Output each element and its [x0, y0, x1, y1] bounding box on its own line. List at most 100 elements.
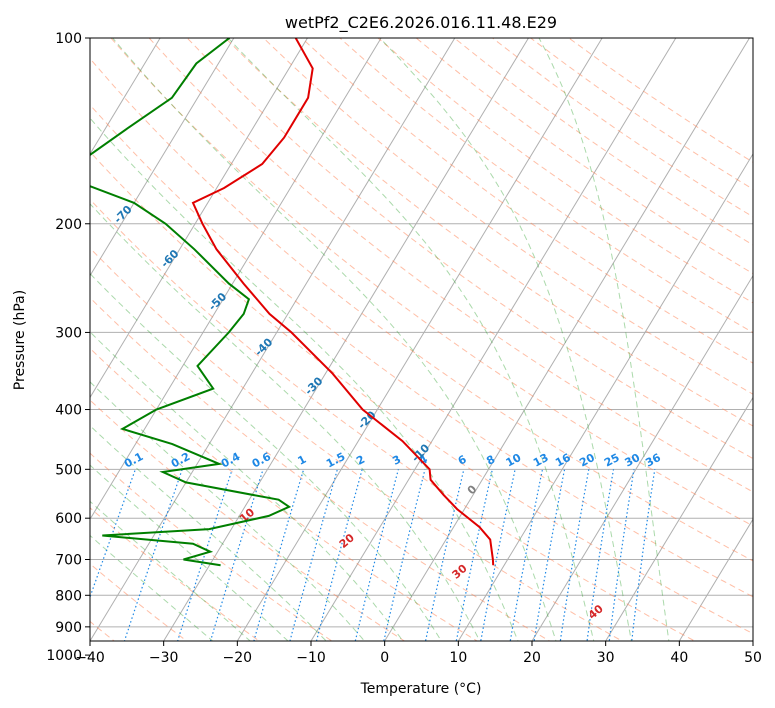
- chart-title: wetPf2_C2E6.2026.016.11.48.E29: [285, 13, 557, 33]
- mixing-ratio-line: [253, 469, 305, 641]
- dry-adiabat: [530, 38, 753, 190]
- red-line-label: 20: [337, 531, 357, 551]
- isotherm-label: -30: [302, 374, 325, 397]
- mixing-ratio-label: 6: [456, 453, 469, 468]
- isotherm-line: [531, 274, 753, 641]
- mixing-ratio-label: 2: [354, 453, 367, 468]
- moist-adiabat: [90, 203, 481, 641]
- mixing-ratio-label: 16: [553, 451, 573, 470]
- mixing-ratio-label: 3: [390, 453, 403, 468]
- mixing-ratio-label: 0.6: [250, 450, 274, 471]
- mixing-ratio-line: [455, 469, 493, 641]
- x-tick-label: −10: [296, 650, 326, 666]
- mixing-ratio-label: 20: [577, 451, 597, 470]
- mixing-ratio-line: [90, 469, 136, 599]
- mixing-ratio-label: 0.1: [122, 450, 145, 471]
- dry-adiabat: [90, 399, 406, 641]
- mixing-ratio-line: [509, 469, 544, 641]
- isotherm-line: [90, 38, 161, 155]
- temperature-line: [191, 38, 495, 566]
- dewpoint-line: [90, 38, 292, 567]
- mixing-ratio-line: [424, 469, 465, 641]
- mixing-ratio-line: [123, 469, 183, 641]
- red-line-label: 40: [586, 602, 606, 622]
- dry-adiabat: [263, 38, 753, 395]
- mixing-ratio-lines: [90, 469, 656, 641]
- isotherm-line: [90, 38, 235, 277]
- mixing-ratio-label: 1.5: [324, 450, 347, 471]
- y-tick-label: 800: [55, 588, 82, 604]
- mixing-ratio-label: 30: [623, 451, 643, 470]
- y-tick-label: 900: [55, 620, 82, 636]
- isotherm-line: [752, 640, 753, 641]
- moist-adiabat: [90, 464, 289, 641]
- dry-adiabat: [339, 38, 753, 334]
- dry-adiabat: [90, 296, 551, 641]
- moist-adiabats: [90, 38, 670, 641]
- moist-adiabat: [90, 272, 442, 641]
- moist-adiabat: [227, 38, 595, 641]
- isotherm-line: [310, 38, 677, 641]
- mixing-ratio-label: 1: [296, 453, 309, 468]
- x-tick-label: 50: [744, 650, 762, 666]
- mixing-ratio-label: 10: [504, 451, 524, 470]
- y-tick-label: 600: [55, 511, 82, 527]
- isotherm-line: [90, 38, 382, 521]
- mixing-ratio-line: [533, 469, 566, 641]
- x-tick-label: 20: [523, 650, 541, 666]
- dry-adiabat: [492, 38, 753, 218]
- red-line-label: 30: [450, 562, 470, 582]
- mixing-ratio-line: [315, 469, 363, 641]
- dry-adiabat: [90, 57, 753, 562]
- plot-frame: [89, 37, 754, 642]
- moist-adiabat: [90, 425, 327, 641]
- dry-adiabat: [377, 38, 753, 304]
- isotherm-line: [90, 38, 308, 399]
- isotherm-line: [457, 152, 753, 641]
- dry-adiabat: [568, 38, 753, 163]
- y-axis-label: Pressure (hPa): [12, 290, 28, 390]
- dry-adiabat: [90, 347, 478, 641]
- mixing-ratio-line: [209, 469, 264, 641]
- moist-adiabat: [90, 117, 519, 641]
- dry-adiabat: [90, 104, 753, 598]
- mixing-ratio-line: [177, 469, 233, 641]
- mixing-ratio-label: 36: [643, 451, 663, 470]
- dry-adiabat: [90, 563, 188, 641]
- isotherm-label: -40: [252, 335, 275, 358]
- dry-adiabat: [90, 198, 696, 641]
- moist-adiabat: [379, 38, 632, 641]
- isotherm-line: [236, 38, 603, 641]
- x-axis: −40 −30 −20 −10 0 10 20 30 40 50: [75, 641, 762, 666]
- dry-adiabat: [148, 38, 753, 493]
- isotherm-line: [0, 38, 13, 668]
- isotherm-line: [678, 518, 753, 641]
- dry-adiabat: [186, 38, 753, 460]
- moist-adiabat: [90, 534, 214, 641]
- isotherm-label: -60: [158, 247, 181, 270]
- x-axis-label: Temperature (°C): [360, 681, 482, 697]
- x-tick-label: 10: [449, 650, 467, 666]
- y-tick-label: 100: [55, 31, 82, 47]
- dry-adiabat: [301, 38, 753, 364]
- mixing-ratio-line: [480, 469, 516, 641]
- dry-adiabat: [90, 150, 753, 635]
- dry-adiabat: [90, 452, 333, 641]
- moist-adiabat: [538, 38, 670, 641]
- y-tick-label: 700: [55, 553, 82, 569]
- x-tick-label: −40: [75, 650, 105, 666]
- mixing-ratio-label: 25: [602, 451, 622, 470]
- moist-adiabat: [90, 331, 404, 641]
- isotherm-line: [605, 396, 753, 641]
- y-tick-label: 500: [55, 462, 82, 478]
- dry-adiabat: [110, 38, 753, 527]
- x-tick-label: 40: [670, 650, 688, 666]
- dry-adiabats: [90, 38, 753, 641]
- isotherm-label: 0: [465, 482, 480, 497]
- isotherm-line: [90, 38, 456, 641]
- mixing-ratio-line: [608, 469, 635, 641]
- x-tick-label: −30: [149, 650, 179, 666]
- dry-adiabat: [453, 38, 753, 246]
- mixing-ratio-line: [289, 469, 338, 641]
